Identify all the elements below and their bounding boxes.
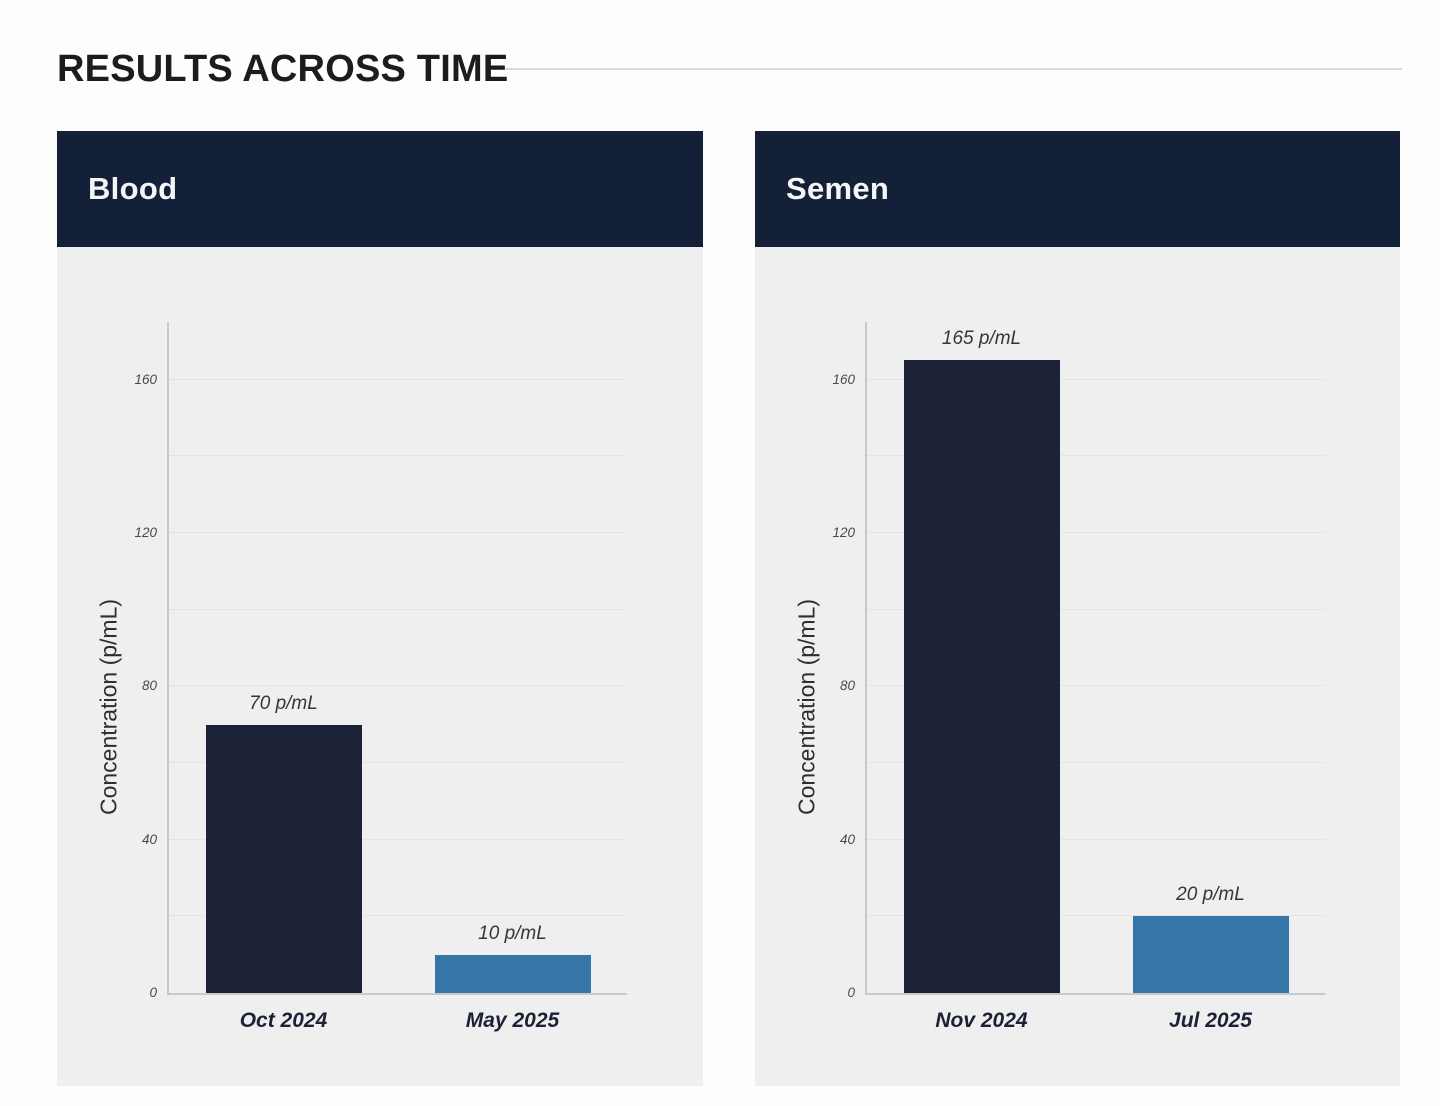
bar-jul-2025 [1132,916,1289,993]
bar-may-2025 [434,954,591,993]
bar-nov-2024 [903,360,1060,993]
panel-title: Blood [88,171,178,206]
x-category-label: Oct 2024 [239,1009,328,1032]
chart-panel-semen: Semen Concentration (p/mL) 0 40 80 120 160 16… [755,131,1400,1086]
gridline [169,455,627,457]
bar-value-label: 165 p/mL [941,328,1022,350]
bar-value-label: 10 p/mL [478,922,547,944]
gridline [867,761,1325,763]
y-axis-label: Concentration (p/mL) [95,598,122,816]
chart-panel-blood: Blood Concentration (p/mL) 0 40 80 120 160 70… [57,131,703,1086]
y-tick-label: 0 [847,985,855,1000]
gridline [867,608,1325,610]
panel-title: Semen [786,171,890,206]
bar-chart-plot: 0 40 80 120 160 165 p/mL Nov 2024 20 p/mL Jul 20… [832,322,1325,1032]
y-tick-label: 80 [839,678,855,694]
gridline [169,838,627,840]
y-axis-label: Concentration (p/mL) [793,598,820,816]
y-tick-label: 160 [832,371,855,387]
gridline [169,378,627,380]
gridline [867,531,1325,533]
gridline [169,685,627,687]
y-tick-label: 120 [832,524,855,540]
x-category-label: May 2025 [465,1009,560,1032]
panel-header: Blood [57,131,703,247]
chart-area: Concentration (p/mL) 0 40 80 120 160 70 p/mL O… [57,247,703,1086]
page-title: RESULTS ACROSS TIME [57,48,509,90]
y-tick-label: 0 [149,985,157,1000]
x-category-label: Nov 2024 [935,1009,1028,1032]
x-category-label: Jul 2025 [1169,1009,1252,1032]
y-tick-label: 40 [141,831,157,847]
y-tick-label: 40 [839,831,855,847]
gridline [867,915,1325,917]
panel-header: Semen [755,131,1400,247]
gridline [867,378,1325,380]
gridline [169,608,627,610]
gridline [867,455,1325,457]
gridline [867,838,1325,840]
bar-value-label: 70 p/mL [249,692,318,714]
y-tick-label: 160 [134,371,157,387]
title-divider [505,68,1402,70]
gridline [169,915,627,917]
gridline [169,531,627,533]
bar-chart-plot: 0 40 80 120 160 70 p/mL Oct 2024 10 p/mL May 202… [134,322,627,1032]
y-tick-label: 120 [134,524,157,540]
bar-value-label: 20 p/mL [1176,884,1245,906]
gridline [169,761,627,763]
gridline [867,685,1325,687]
y-tick-label: 80 [141,678,157,694]
bar-oct-2024 [205,724,362,993]
chart-area: Concentration (p/mL) 0 40 80 120 160 165 p/mL… [755,247,1400,1086]
